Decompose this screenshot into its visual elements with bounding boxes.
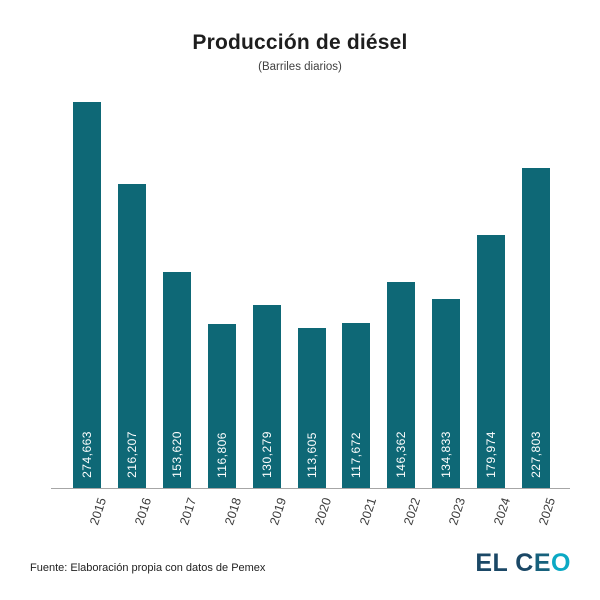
bar-2021: 117,672: [342, 322, 371, 488]
bar-group-2020: 113,605 2020: [297, 102, 334, 527]
bar-value-label: 130,279: [259, 431, 274, 478]
bar-2020: 113,605: [297, 328, 326, 488]
bar-value-label: 227,803: [529, 431, 543, 478]
bar-value-label: 274,663: [80, 431, 94, 478]
bar-value-label: 216,207: [124, 431, 139, 478]
bar-group-2019: 130,279 2019: [252, 102, 289, 527]
bar-2022: 146,362: [387, 282, 416, 488]
bar-group-2018: 116,806 2018: [207, 102, 244, 527]
bar-2015: 274,663: [73, 102, 101, 488]
bar-group-2017: 153,620 2017: [162, 102, 199, 527]
bar-group-2016: 216,207 2016: [117, 102, 154, 527]
bar-group-2015: 274,663 2015: [73, 102, 109, 527]
elceo-logo: EL CEO: [475, 549, 571, 578]
plot-area: 274,663 2015 216,207 2016 153,620 2017 116,806…: [51, 102, 570, 527]
x-tick-label-2022: 2022: [401, 496, 424, 527]
x-tick-label-2018: 2018: [222, 496, 245, 527]
x-tick-label-2020: 2020: [311, 496, 334, 527]
bar-group-2022: 146,362 2022: [387, 102, 424, 527]
elceo-logo-part-1: EL C: [475, 549, 534, 577]
bar-value-label: 179,974: [484, 431, 499, 478]
bar-group-2024: 179,974 2024: [477, 102, 513, 527]
bar-value-label: 146,362: [394, 431, 409, 478]
x-tick-label-2023: 2023: [446, 496, 469, 527]
x-tick-label-2015: 2015: [87, 496, 110, 527]
x-tick-label-2021: 2021: [356, 496, 379, 527]
bar-value-label: 113,605: [304, 432, 319, 478]
x-tick-label-2017: 2017: [177, 496, 200, 527]
bar-value-label: 116,806: [214, 432, 229, 478]
x-tick-label-2024: 2024: [491, 496, 514, 527]
source-note: Fuente: Elaboración propia con datos de …: [30, 562, 266, 574]
bar-2017: 153,620: [162, 272, 191, 488]
chart-title: Producción de diésel: [192, 31, 408, 54]
bar-2018: 116,806: [207, 323, 236, 488]
bar-value-label: 117,672: [349, 432, 364, 478]
elceo-logo-part-3: O: [551, 549, 571, 577]
bar-value-label: 134,833: [439, 431, 454, 478]
bar-2025: 227,803: [522, 167, 550, 488]
bar-value-label: 153,620: [169, 431, 184, 478]
x-tick-label-2019: 2019: [266, 496, 289, 527]
bar-2016: 216,207: [117, 184, 146, 488]
elceo-logo-part-2: E: [533, 549, 552, 577]
x-tick-label-2016: 2016: [132, 496, 155, 527]
chart-subtitle: (Barriles diarios): [258, 61, 342, 73]
bar-group-2021: 117,672 2021: [342, 102, 379, 527]
bar-group-2023: 134,833 2023: [432, 102, 469, 527]
bar-2019: 130,279: [252, 304, 281, 488]
bar-group-2025: 227,803 2025: [522, 102, 558, 527]
bar-2024: 179,974: [477, 235, 506, 488]
x-tick-label-2025: 2025: [536, 496, 559, 527]
bar-2023: 134,833: [432, 298, 461, 488]
